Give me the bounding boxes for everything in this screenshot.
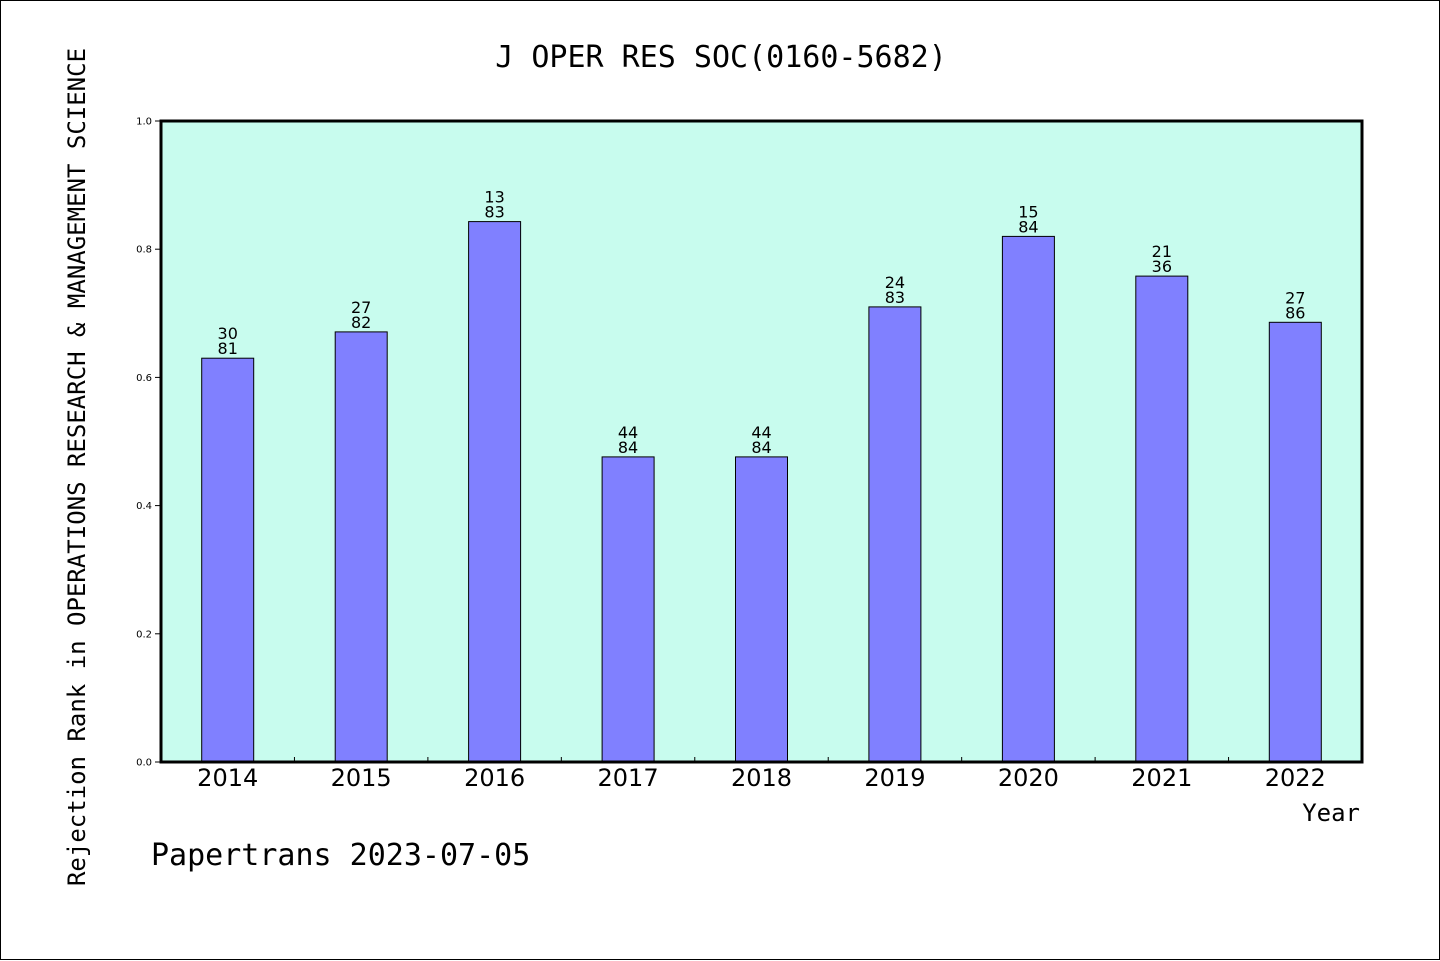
x-tick-label: 2014: [197, 764, 258, 792]
data-label-top: 27: [1285, 288, 1305, 307]
x-tick-label: 2022: [1265, 764, 1326, 792]
y-ticks-group: 0.0 0.2 0.4 0.6 0.8 1.0: [136, 117, 161, 769]
x-axis-label: Year: [1302, 799, 1360, 827]
x-tick-label: 2018: [731, 764, 792, 792]
y-tick-label: 1.0: [136, 117, 152, 128]
data-label-top: 44: [618, 423, 638, 442]
bar-2019: [868, 306, 922, 763]
bar-2020: [1001, 235, 1055, 763]
data-label-top: 24: [885, 273, 905, 292]
bar-2017: [601, 456, 655, 763]
chart-title: J OPER RES SOC(0160-5682): [495, 40, 947, 75]
plot-border: [159, 119, 1364, 764]
data-label-top: 21: [1152, 242, 1172, 261]
data-label-top: 15: [1018, 202, 1038, 221]
bar-2022: [1268, 321, 1322, 763]
data-label-top: 30: [218, 324, 238, 343]
data-label-top: 44: [751, 423, 771, 442]
footer-text: Papertrans 2023-07-05: [151, 838, 530, 873]
data-label-bottom: 36: [1152, 257, 1172, 276]
bar-2018: [735, 456, 788, 763]
data-label-bottom: 83: [484, 203, 504, 222]
data-label-bottom: 81: [218, 339, 238, 358]
data-label-bottom: 86: [1285, 303, 1305, 322]
x-tick-label: 2016: [464, 764, 525, 792]
bars-group: [201, 221, 1322, 763]
bar-2015: [334, 331, 388, 763]
data-label-bottom: 84: [1018, 217, 1038, 236]
data-label-bottom: 84: [751, 438, 771, 457]
bar-2014: [201, 357, 255, 763]
y-tick-label: 0.6: [136, 373, 152, 384]
y-tick-label: 0.2: [136, 629, 152, 640]
data-label-top: 27: [351, 298, 371, 317]
bar-2021: [1135, 275, 1189, 763]
x-tick-label: 2019: [864, 764, 925, 792]
y-tick-label: 0.8: [136, 245, 152, 256]
y-tick-label: 0.0: [136, 758, 152, 769]
y-axis-label: Rejection Rank in OPERATIONS RESEARCH & …: [63, 48, 91, 886]
data-label-bottom: 84: [618, 438, 638, 457]
data-label-bottom: 82: [351, 313, 371, 332]
data-label-top: 13: [484, 188, 504, 207]
x-tick-label: 2017: [598, 764, 659, 792]
bar-2016: [468, 221, 522, 763]
x-ticks-group: 2014 2015 2016 2017 2018 2019 2020 2021 2022: [197, 757, 1326, 792]
x-tick-label: 2020: [998, 764, 1059, 792]
y-tick-label: 0.4: [136, 501, 152, 512]
data-label-bottom: 83: [885, 288, 905, 307]
x-tick-label: 2015: [331, 764, 392, 792]
x-tick-label: 2021: [1131, 764, 1192, 792]
